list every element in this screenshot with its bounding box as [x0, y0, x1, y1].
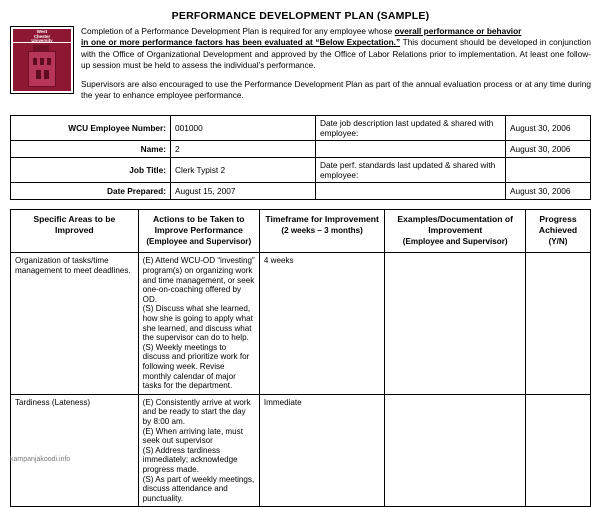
header-examples-sub: (Employee and Supervisor): [402, 237, 508, 247]
header-timeframe: Timeframe for Improvement (2 weeks – 3 m…: [258, 209, 386, 254]
table-row: Date Prepared: August 15, 2007 August 30…: [10, 182, 591, 201]
intro-text: Completion of a Performance Development …: [81, 26, 591, 108]
name-label: Name:: [10, 140, 171, 159]
perf-standards-updated-value[interactable]: [505, 157, 591, 184]
intro-p1-part2: This document should be developed in con…: [81, 37, 591, 71]
job-title-value[interactable]: Clerk Typist 2: [170, 157, 316, 184]
row2-examples[interactable]: [384, 393, 527, 507]
table-row: Name: 2 August 30, 2006: [10, 140, 591, 159]
row4-date-value[interactable]: August 30, 2006: [505, 182, 591, 201]
row1-progress[interactable]: [525, 252, 591, 395]
row2-action-2: (E) When arriving late, must seek out su…: [142, 426, 243, 446]
intro-p1-underline-bold: “Below Expectation.”: [315, 37, 401, 48]
name-value[interactable]: 2: [170, 140, 316, 159]
footer-watermark: kampanjakoodi.info: [10, 456, 71, 463]
row2-timeframe[interactable]: Immediate: [258, 393, 386, 507]
logo-background: [13, 43, 71, 91]
header-progress-sub: (Y/N): [548, 237, 568, 247]
row1-examples[interactable]: [384, 252, 527, 395]
header-progress-title: Progress Achieved: [538, 214, 578, 236]
table-header-row: Specific Areas to be Improved Actions to…: [10, 209, 591, 254]
header-specific-areas: Specific Areas to be Improved: [10, 209, 139, 254]
table-row: Job Title: Clerk Typist 2 Date perf. sta…: [10, 157, 591, 184]
table-row: Tardiness (Lateness) (E) Consistently ar…: [10, 393, 591, 507]
development-plan-table: Specific Areas to be Improved Actions to…: [10, 209, 591, 507]
header-actions-title: Actions to be Taken to Improve Performan…: [153, 214, 245, 236]
row1-area[interactable]: Organization of tasks/time management to…: [10, 252, 139, 395]
job-title-label: Job Title:: [10, 157, 171, 184]
intro-paragraph-1: Completion of a Performance Development …: [81, 26, 591, 72]
row2-progress[interactable]: [525, 393, 591, 507]
header-examples-title: Examples/Documentation of Improvement: [397, 214, 513, 236]
employee-info-table: WCU Employee Number: 001000 Date job des…: [10, 115, 591, 201]
header-progress: Progress Achieved (Y/N): [525, 209, 591, 254]
header-timeframe-title: Timeframe for Improvement: [265, 214, 379, 225]
intro-p1-underline1: overall performance or behavior: [394, 26, 522, 36]
row1-action-3: (S) Weekly meetings to discuss and prior…: [142, 342, 250, 391]
header-actions-sub: (Employee and Supervisor): [146, 237, 252, 247]
logo-line-3: University: [31, 38, 53, 44]
page-title: PERFORMANCE DEVELOPMENT PLAN (SAMPLE): [171, 10, 430, 22]
university-logo: West Chester University: [10, 26, 74, 94]
header-block: West Chester University Completion of a …: [10, 26, 591, 108]
row1-timeframe[interactable]: 4 weeks: [258, 252, 386, 395]
perf-standards-updated-label: Date perf. standards last updated & shar…: [315, 157, 506, 184]
intro-p1-part1: Completion of a Performance Development …: [81, 26, 395, 36]
row1-action-2: (S) Discuss what she learned, how she is…: [142, 304, 253, 343]
intro-p1-underline2: in one or more performance factors has b…: [81, 37, 316, 48]
row2-actions[interactable]: (E) Consistently arrive at work and be r…: [137, 393, 260, 507]
row2-area[interactable]: Tardiness (Lateness): [10, 393, 139, 507]
row1-action-1: (E) Attend WCU-OD “investing” program(s)…: [142, 256, 255, 304]
logo-wordmark: West Chester University: [13, 29, 71, 44]
row2-action-4: (S) As part of weekly meetings, discuss …: [142, 474, 255, 503]
job-description-updated-value[interactable]: August 30, 2006: [505, 115, 591, 142]
tower-icon: [28, 45, 56, 87]
row4-label-blank: [315, 182, 506, 201]
row2-action-1: (E) Consistently arrive at work and be r…: [142, 397, 251, 426]
date-prepared-value[interactable]: August 15, 2007: [170, 182, 316, 201]
job-description-updated-label: Date job description last updated & shar…: [315, 115, 506, 142]
table-row: WCU Employee Number: 001000 Date job des…: [10, 115, 591, 142]
employee-number-value[interactable]: 001000: [170, 115, 316, 142]
header-timeframe-sub: (2 weeks – 3 months): [281, 226, 363, 236]
header-actions: Actions to be Taken to Improve Performan…: [137, 209, 260, 254]
row2-date-value[interactable]: August 30, 2006: [505, 140, 591, 159]
date-prepared-label: Date Prepared:: [10, 182, 171, 201]
employee-number-label: WCU Employee Number:: [10, 115, 171, 142]
row1-actions[interactable]: (E) Attend WCU-OD “investing” program(s)…: [137, 252, 260, 395]
row2-action-3: (S) Address tardiness immediately; ackno…: [142, 445, 238, 474]
header-specific-areas-title: Specific Areas to be Improved: [33, 214, 116, 236]
row2-label-blank: [315, 140, 506, 159]
header-examples: Examples/Documentation of Improvement (E…: [384, 209, 527, 254]
logo-line-2: Chester: [33, 33, 51, 39]
intro-paragraph-2: Supervisors are also encouraged to use t…: [81, 78, 591, 101]
document-page: PERFORMANCE DEVELOPMENT PLAN (SAMPLE) We…: [10, 10, 591, 507]
table-row: Organization of tasks/time management to…: [10, 252, 591, 395]
logo-line-1: West: [36, 29, 48, 34]
